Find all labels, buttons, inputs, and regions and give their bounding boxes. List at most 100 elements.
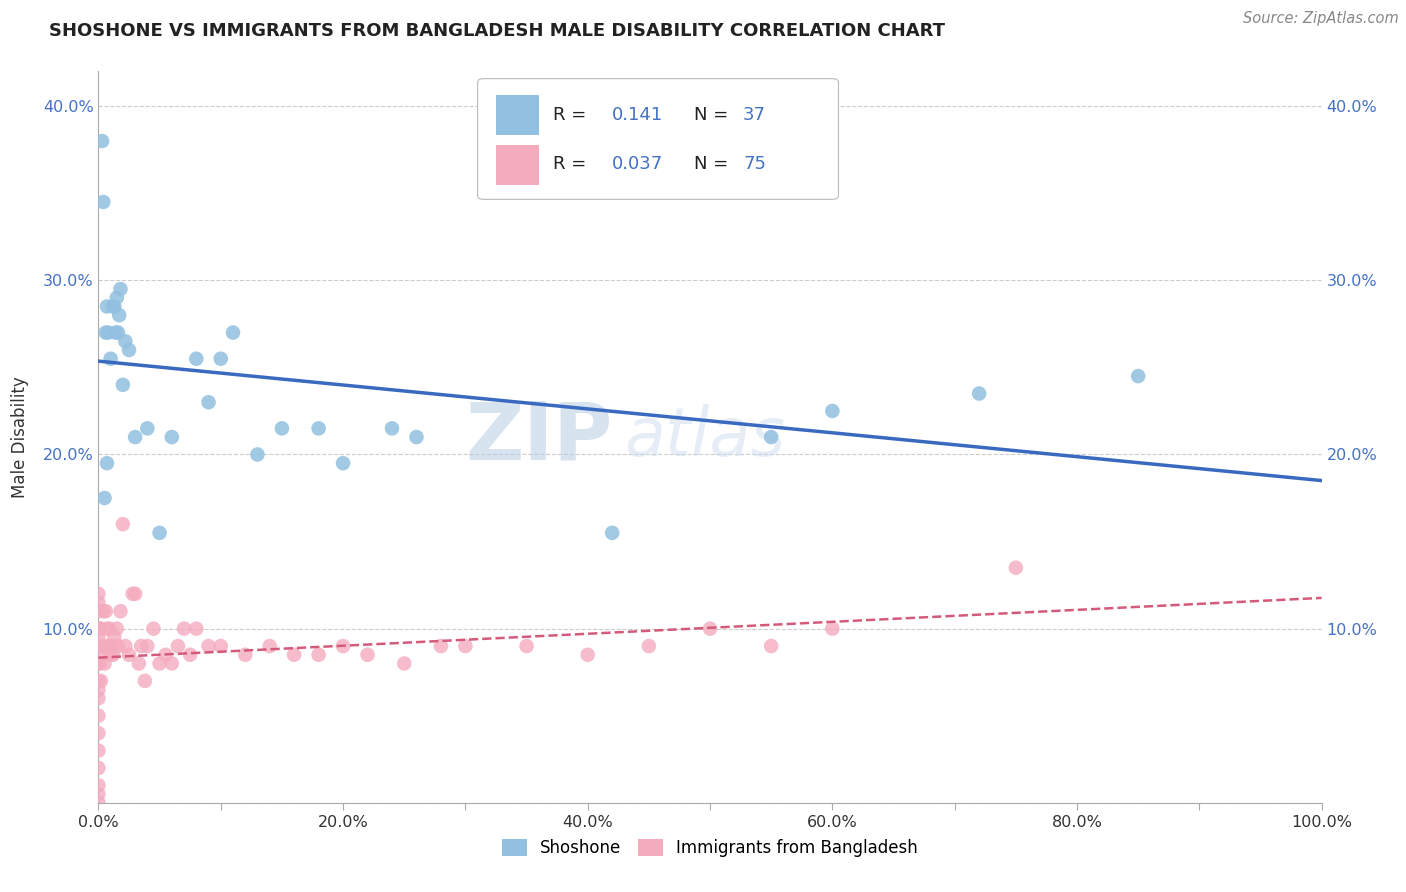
Point [98,622,121,636]
Point [103,631,125,645]
Text: R =: R = [554,155,598,173]
Point [197,395,219,409]
Point [699,622,721,636]
Point [332,639,354,653]
Point [600,525,623,540]
Point [89,622,111,636]
Text: SHOSHONE VS IMMIGRANTS FROM BANGLADESH MALE DISABILITY CORRELATION CHART: SHOSHONE VS IMMIGRANTS FROM BANGLADESH M… [49,22,945,40]
Point [761,639,783,653]
Point [101,648,124,662]
Point [124,430,146,444]
Point [149,657,172,671]
Point [118,343,141,357]
Point [381,421,404,435]
Text: 75: 75 [742,155,766,173]
FancyBboxPatch shape [478,78,838,200]
Bar [496,145,538,185]
Text: N =: N = [695,105,734,123]
Point [173,622,195,636]
Point [332,456,354,470]
Point [160,657,183,671]
Point [96,300,118,314]
Bar [496,95,538,135]
Point [97,639,120,653]
Point [87,631,110,645]
Point [515,639,537,653]
Point [94,604,117,618]
Point [87,657,110,671]
Text: ZIP: ZIP [465,398,612,476]
Point [91,639,114,653]
Point [96,622,118,636]
Point [90,673,112,688]
Point [87,761,110,775]
Point [356,648,378,662]
Point [101,639,124,653]
Point [87,778,110,792]
Point [101,300,124,314]
Point [197,639,219,653]
Point [87,708,110,723]
Point [103,300,125,314]
Point [129,639,152,653]
Point [87,639,110,653]
Point [111,377,134,392]
Point [87,622,110,636]
Point [87,743,110,757]
Text: R =: R = [554,105,598,123]
Text: 0.037: 0.037 [612,155,664,173]
Point [149,525,172,540]
Point [160,430,183,444]
Y-axis label: Male Disability: Male Disability [11,376,28,498]
Point [246,448,269,462]
Point [209,639,232,653]
Point [270,421,294,435]
Point [179,648,201,662]
Point [136,639,159,653]
Point [1128,369,1150,384]
Point [90,622,112,636]
Point [87,604,110,618]
Point [87,682,110,697]
Point [87,691,110,706]
Point [136,421,159,435]
Point [93,657,115,671]
Point [233,648,256,662]
Text: Source: ZipAtlas.com: Source: ZipAtlas.com [1243,11,1399,26]
Point [91,134,114,148]
Point [87,787,110,801]
Point [761,430,783,444]
Point [87,726,110,740]
Point [967,386,990,401]
Point [111,517,134,532]
Point [308,648,330,662]
Point [821,404,844,418]
Point [87,796,110,810]
Point [283,648,305,662]
Point [97,326,120,340]
Point [637,639,661,653]
Point [105,622,128,636]
Point [142,622,165,636]
Point [87,587,110,601]
Point [100,351,122,366]
Point [93,491,115,505]
Point [454,639,477,653]
Point [1004,560,1026,574]
Point [821,622,844,636]
Point [91,194,114,209]
Point [167,639,190,653]
Point [114,334,136,349]
Point [104,326,127,340]
Point [118,648,141,662]
Text: atlas: atlas [624,404,786,470]
Point [110,604,132,618]
Point [124,587,146,601]
Point [108,308,131,322]
Point [186,622,208,636]
Point [89,657,111,671]
Legend: Shoshone, Immigrants from Bangladesh: Shoshone, Immigrants from Bangladesh [495,832,925,864]
Point [405,430,427,444]
Point [87,595,110,609]
Point [89,639,111,653]
